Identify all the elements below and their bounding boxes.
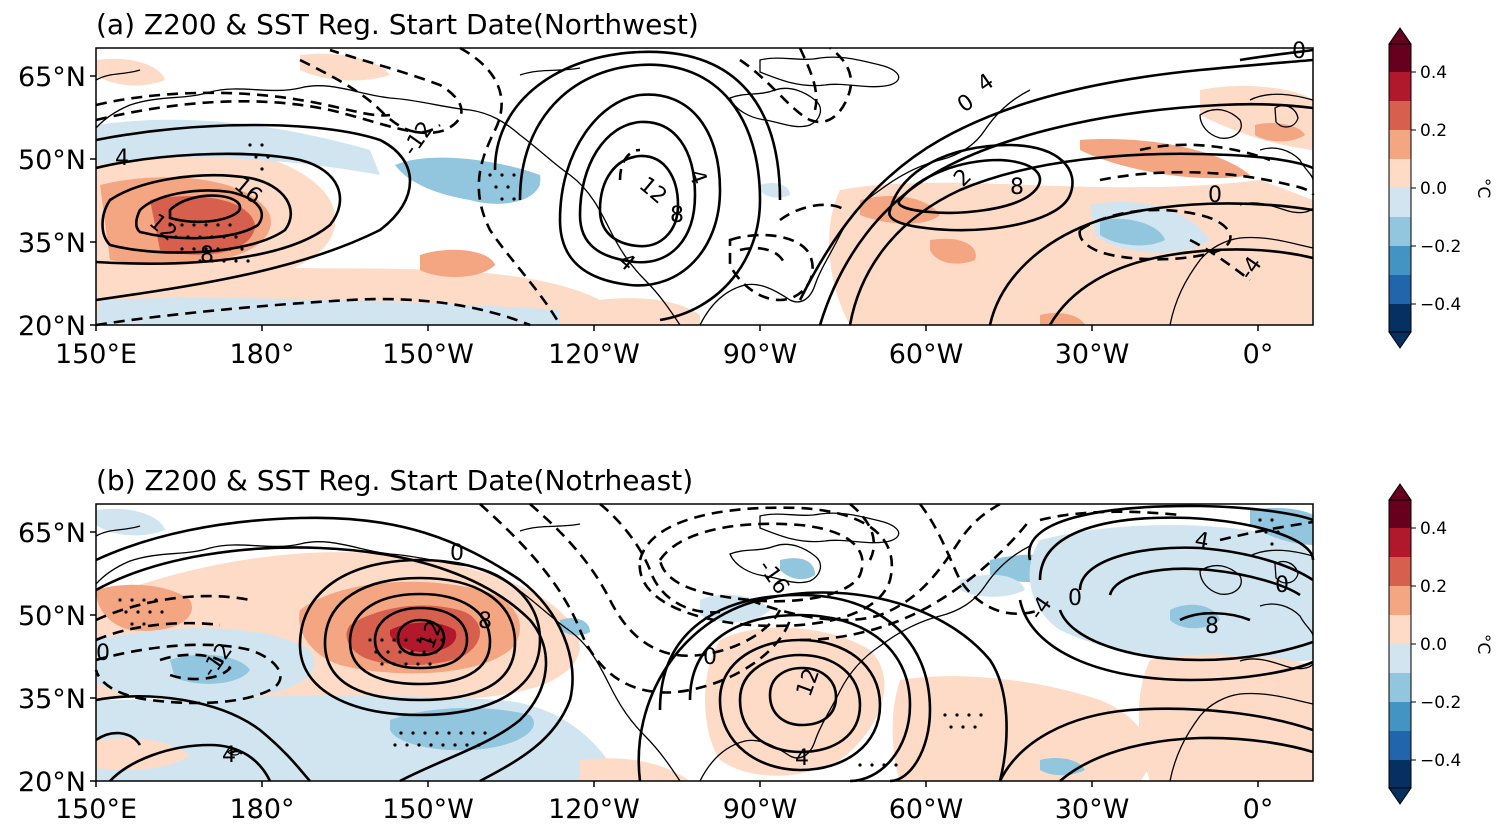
lon-label-150w: 150°W — [382, 794, 474, 825]
colorbar-swatch — [1389, 72, 1411, 101]
panel-b: (b) Z200 & SST Reg. Start Date(Notrheast… — [18, 464, 1493, 825]
colorbar-b-swatches — [1389, 500, 1411, 788]
lon-label-30w: 30°W — [1055, 339, 1130, 370]
lon-label-90w: 90°W — [723, 339, 798, 370]
panel-a-lon-axis: 150°E 180° 150°W 120°W 90°W 60°W 30°W 0° — [55, 325, 1273, 370]
colorbar-swatch — [1389, 644, 1411, 673]
panel-b-title: (b) Z200 & SST Reg. Start Date(Notrheast… — [96, 464, 693, 497]
contour-label: 8 — [670, 203, 684, 228]
contour-label: 8 — [478, 609, 492, 634]
colorbar-b-min-arrow — [1388, 787, 1412, 805]
colorbar-b-unit: °C — [1473, 634, 1493, 654]
colorbar-a-tick: 0.4 — [1420, 63, 1447, 83]
colorbar-a-unit: °C — [1473, 178, 1493, 198]
contour-label: 0 — [1068, 586, 1082, 611]
colorbar-swatch — [1389, 702, 1411, 731]
contour-label: 0 — [1275, 573, 1289, 598]
lat-label-50n: 50°N — [18, 601, 86, 632]
contour-label: 8 — [1010, 175, 1024, 200]
colorbar-swatch — [1389, 760, 1411, 788]
lat-label-35n: 35°N — [18, 684, 86, 715]
colorbar-b: 0.4 0.2 0.0 −0.2 −0.4 °C — [1388, 483, 1493, 805]
colorbar-swatch — [1389, 159, 1411, 188]
colorbar-swatch — [1389, 101, 1411, 130]
lat-label-35n: 35°N — [18, 228, 86, 259]
lon-label-60w: 60°W — [889, 794, 964, 825]
contour-label: 8 — [200, 243, 214, 268]
lon-label-150e: 150°E — [55, 339, 137, 370]
colorbar-swatch — [1389, 275, 1411, 304]
lon-label-120w: 120°W — [548, 794, 640, 825]
colorbar-a-max-arrow — [1388, 27, 1412, 45]
contour-label: 0 — [1292, 39, 1306, 64]
contour-label: 8 — [1205, 614, 1219, 639]
panel-b-map: 0 -12 0 12 8 4 -16 -4 0 12 4 0 8 4 0 — [94, 502, 1315, 783]
panel-a-lat-axis: 65°N 50°N 35°N 20°N — [18, 62, 96, 342]
lon-label-150w: 150°W — [382, 339, 474, 370]
contour-label: 4 — [1193, 528, 1211, 555]
panel-a-map: 4 -12 16 12 8 12 4 8 4 0 4 2 8 0 -4 0 — [95, 39, 1315, 327]
colorbar-b-max-arrow — [1388, 483, 1412, 501]
panel-a-title: (a) Z200 & SST Reg. Start Date(Northwest… — [96, 8, 699, 41]
colorbar-a-swatches — [1389, 44, 1411, 332]
contour-label: 4 — [222, 743, 236, 768]
panel-a: (a) Z200 & SST Reg. Start Date(Northwest… — [18, 8, 1493, 370]
lat-label-65n: 65°N — [18, 62, 86, 93]
colorbar-a: 0.4 0.2 0.0 −0.2 −0.4 °C — [1388, 27, 1493, 349]
colorbar-swatch — [1389, 304, 1411, 332]
colorbar-swatch — [1389, 557, 1411, 586]
lon-label-30w: 30°W — [1055, 794, 1130, 825]
panel-b-contours — [94, 502, 1315, 783]
lat-label-20n: 20°N — [18, 767, 86, 798]
colorbar-b-tick: −0.4 — [1420, 751, 1461, 771]
lon-label-180: 180° — [229, 794, 294, 825]
panel-a-frame — [95, 47, 1314, 326]
colorbar-swatch — [1389, 586, 1411, 615]
lat-label-50n: 50°N — [18, 145, 86, 176]
contour-label: 0 — [96, 641, 110, 666]
colorbar-a-tick: −0.2 — [1420, 237, 1461, 257]
contour-label: 0 — [703, 645, 717, 670]
colorbar-swatch — [1389, 500, 1411, 528]
colorbar-swatch — [1389, 731, 1411, 760]
panel-a-coastlines — [95, 56, 1314, 326]
colorbar-swatch — [1389, 673, 1411, 702]
contour-label: 4 — [115, 146, 129, 171]
lon-label-90w: 90°W — [723, 794, 798, 825]
colorbar-a-tick: 0.0 — [1420, 179, 1447, 199]
colorbar-b-tick: −0.2 — [1420, 693, 1461, 713]
colorbar-b-tick: 0.4 — [1420, 519, 1447, 539]
lon-label-60w: 60°W — [889, 339, 964, 370]
panel-b-lon-axis: 150°E 180° 150°W 120°W 90°W 60°W 30°W 0° — [55, 781, 1273, 825]
contour-label: 4 — [795, 746, 809, 771]
colorbar-b-tick: 0.0 — [1420, 635, 1447, 655]
colorbar-swatch — [1389, 188, 1411, 217]
contour-label: 0 — [450, 541, 464, 566]
lat-label-20n: 20°N — [18, 311, 86, 342]
contour-label: 0 — [1208, 183, 1222, 208]
colorbar-a-tick: 0.2 — [1420, 121, 1447, 141]
colorbar-a-min-arrow — [1388, 331, 1412, 349]
colorbar-a-tick: −0.4 — [1420, 295, 1461, 315]
panel-a-contours — [95, 46, 1315, 327]
colorbar-swatch — [1389, 217, 1411, 246]
lon-label-0: 0° — [1243, 339, 1274, 370]
panel-b-frame — [95, 503, 1314, 782]
colorbar-swatch — [1389, 615, 1411, 644]
lon-label-180: 180° — [229, 339, 294, 370]
lon-label-150e: 150°E — [55, 794, 137, 825]
panel-b-lat-axis: 65°N 50°N 35°N 20°N — [18, 518, 96, 798]
colorbar-b-tick: 0.2 — [1420, 577, 1447, 597]
panel-b-coastlines — [95, 512, 1314, 782]
lon-label-0: 0° — [1243, 794, 1274, 825]
colorbar-swatch — [1389, 528, 1411, 557]
panel-a-stippling — [168, 143, 516, 263]
colorbar-swatch — [1389, 246, 1411, 275]
lon-label-120w: 120°W — [548, 339, 640, 370]
colorbar-swatch — [1389, 44, 1411, 72]
lat-label-65n: 65°N — [18, 518, 86, 549]
colorbar-swatch — [1389, 130, 1411, 159]
